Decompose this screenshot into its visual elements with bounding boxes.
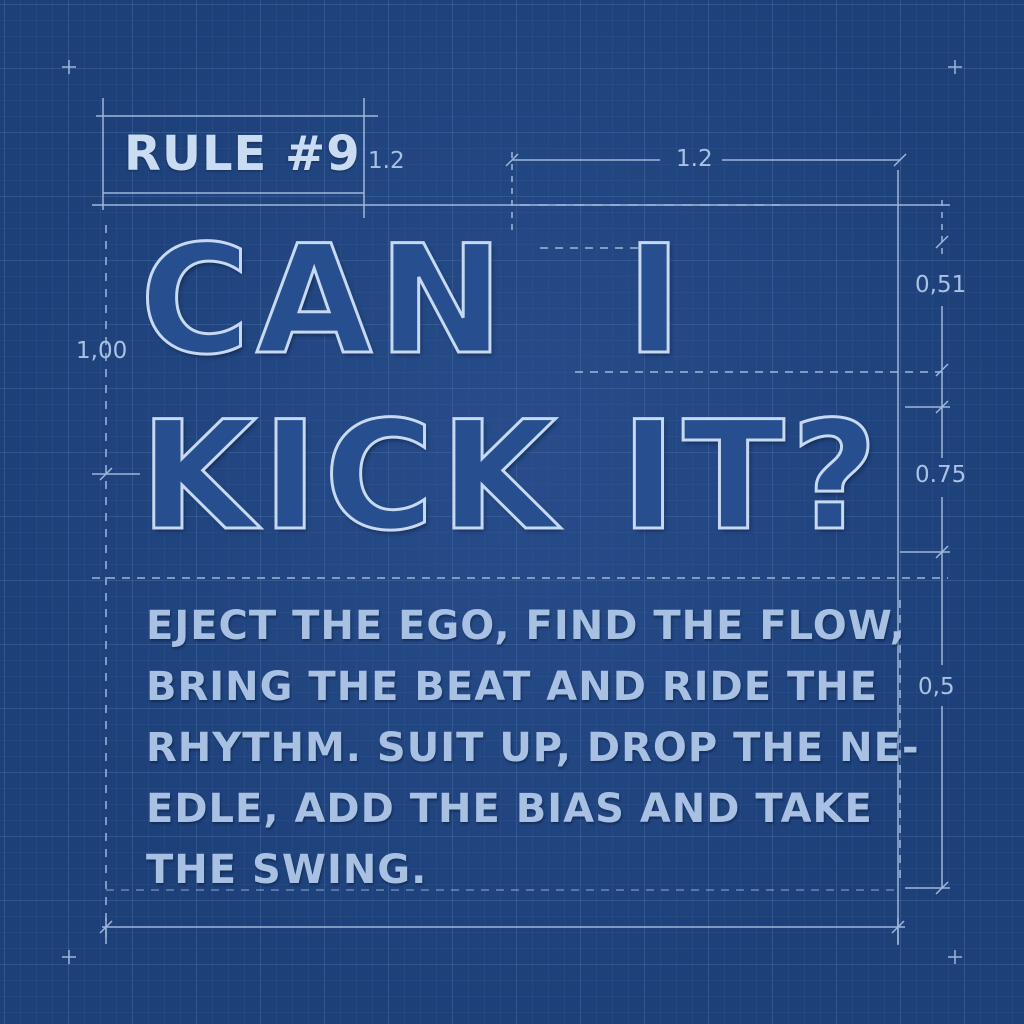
left-height-dimension: 1,00 [76, 338, 128, 364]
body-line: BRING THE BEAT AND RIDE THE [146, 664, 879, 710]
body-line: EDLE, ADD THE BIAS AND TAKE [146, 786, 873, 832]
body-height-dimension: 0,5 [918, 674, 955, 700]
rule-label: RULE #9 [124, 126, 361, 182]
top-width-dimension: 1.2 [676, 146, 713, 172]
headline-line-1: CAN I [139, 214, 688, 388]
line1-height-dimension: 0,51 [915, 272, 967, 298]
body-line: THE SWING. [146, 847, 428, 893]
headline-line-2: KICK IT? [139, 390, 884, 564]
bottom-dimension [99, 889, 905, 944]
label-width-dimension: 1.2 [368, 148, 405, 174]
right-dimension-chain [900, 200, 950, 895]
line2-height-dimension: 0.75 [915, 462, 967, 488]
body-line: EJECT THE EGO, FIND THE FLOW, [146, 603, 906, 649]
corner-marks [62, 60, 962, 964]
top-dimension [505, 152, 907, 232]
body-line: RHYTHM. SUIT UP, DROP THE NE- [146, 725, 920, 771]
rule-body-text: EJECT THE EGO, FIND THE FLOW, BRING THE … [146, 596, 920, 901]
rule-label-box [96, 98, 378, 218]
